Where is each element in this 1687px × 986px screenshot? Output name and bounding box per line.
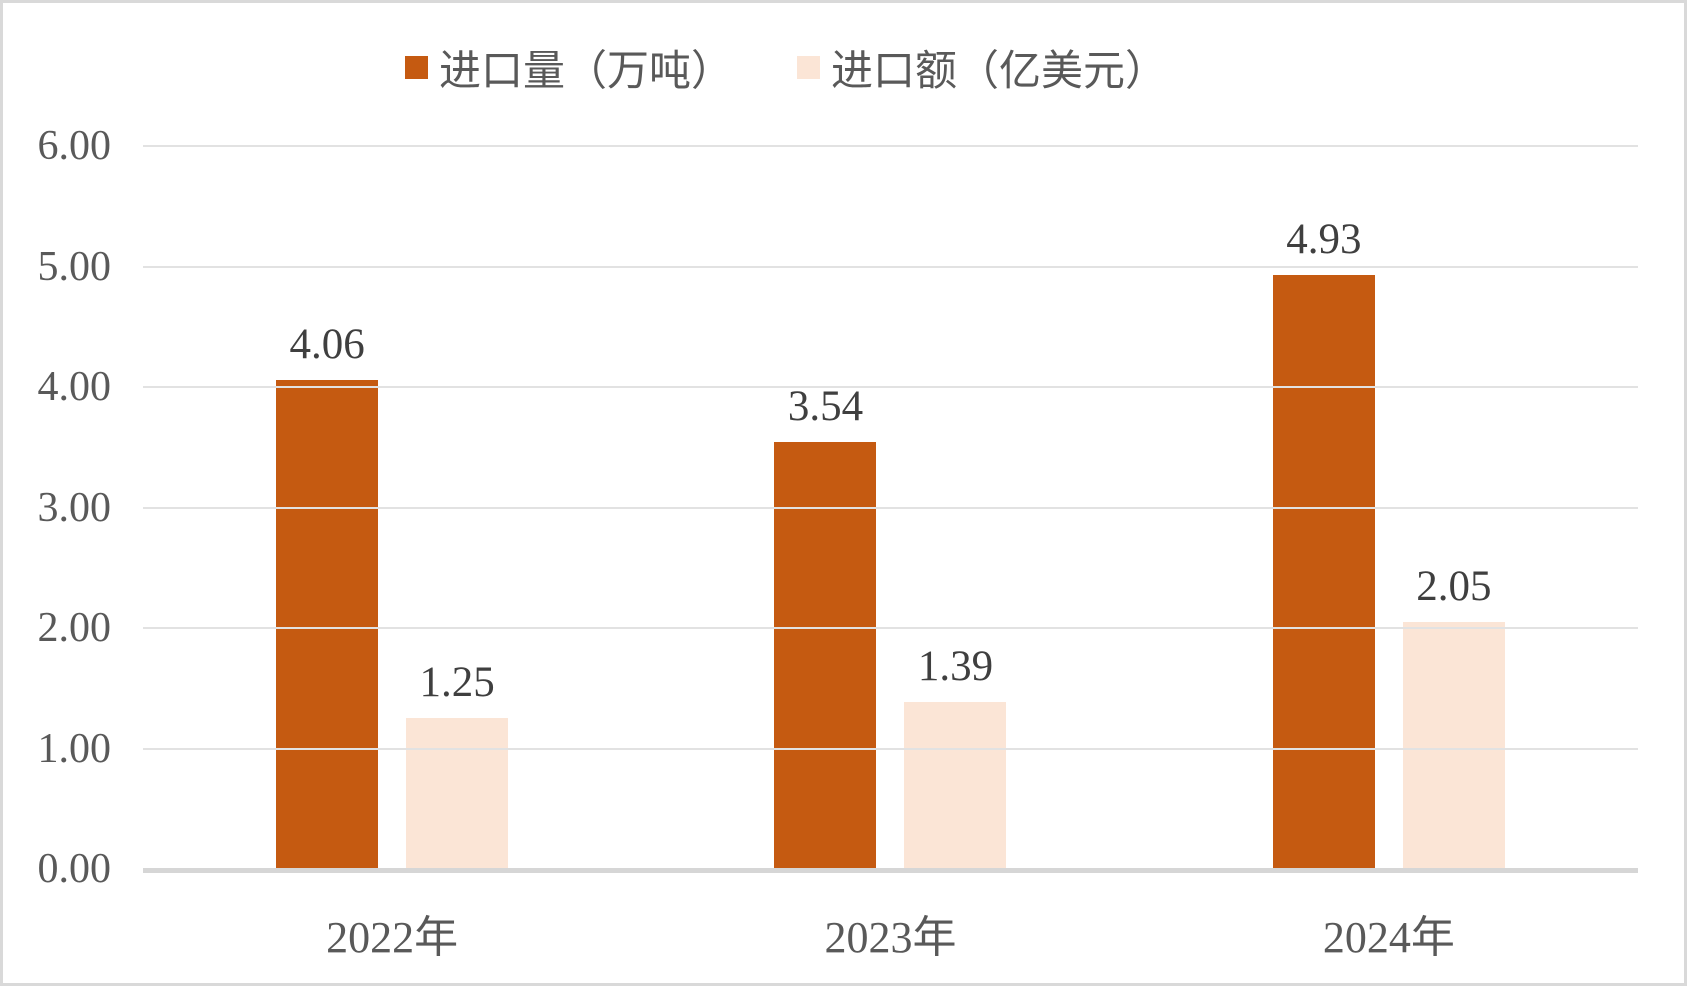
data-label: 1.39: [917, 642, 994, 690]
bar-进口额（亿美元）-2024年: 2.05: [1402, 565, 1505, 869]
plot-area: 4.06 1.25 3.54 1.39 4.93 2.05: [143, 145, 1638, 873]
data-label: 1.25: [419, 659, 495, 707]
y-tick-label: 0.00: [37, 846, 112, 892]
y-tick-label: 6.00: [37, 123, 112, 169]
y-tick-label: 3.00: [37, 484, 112, 531]
y-tick-label: 1.00: [37, 725, 112, 772]
y-tick-label: 4.00: [37, 364, 112, 410]
legend-item-2: 进口额（亿美元）: [797, 37, 1167, 98]
data-label: 3.54: [787, 383, 864, 431]
bar-进口量（万吨）-2024年: 4.93: [1272, 218, 1375, 869]
y-axis: 0.00 1.00 2.00 3.00 4.00 5.00 6.00: [19, 125, 112, 890]
x-tick-label-2023年: 2023年: [824, 913, 957, 962]
gridline-3.00: [143, 506, 1638, 509]
bar-进口额（亿美元）-2022年: 1.25: [406, 661, 509, 869]
data-label: 4.93: [1286, 215, 1362, 263]
data-label: 2.05: [1416, 562, 1492, 610]
bar-进口量（万吨）-2023年: 3.54: [774, 385, 877, 869]
bar-group-2023年: 3.54 1.39: [641, 146, 1139, 869]
bar-group-2024年: 4.93 2.05: [1140, 146, 1638, 869]
gridline-6.00: [143, 145, 1638, 147]
legend-label: 进口额（亿美元）: [831, 49, 1168, 95]
bar-进口额（亿美元）-2023年: 1.39: [904, 645, 1007, 869]
gridline-5.00: [143, 265, 1638, 268]
gridline-1.00: [143, 747, 1638, 750]
gridline-4.00: [143, 386, 1638, 388]
chart-legend: 进口量（万吨） 进口额（亿美元）: [3, 37, 1684, 98]
bar-group-2022年: 4.06 1.25: [143, 146, 641, 869]
x-tick-label-2022年: 2022年: [326, 913, 459, 962]
data-label: 4.06: [289, 320, 365, 368]
bar-groups: 4.06 1.25 3.54 1.39 4.93 2.05: [143, 146, 1638, 869]
legend-swatch-icon: [797, 56, 820, 79]
bar-进口量（万吨）-2022年: 4.06: [276, 323, 379, 869]
y-tick-label: 5.00: [37, 243, 112, 290]
x-axis: 2022年 2023年 2024年: [143, 901, 1638, 965]
y-tick-label: 2.00: [37, 605, 112, 651]
x-tick-label-2024年: 2024年: [1322, 913, 1455, 962]
legend-swatch-icon: [404, 56, 428, 79]
gridline-2.00: [143, 627, 1638, 629]
legend-label: 进口量（万吨）: [438, 49, 733, 95]
x-axis-line: [143, 868, 1638, 873]
legend-item-1: 进口量（万吨）: [404, 37, 733, 98]
